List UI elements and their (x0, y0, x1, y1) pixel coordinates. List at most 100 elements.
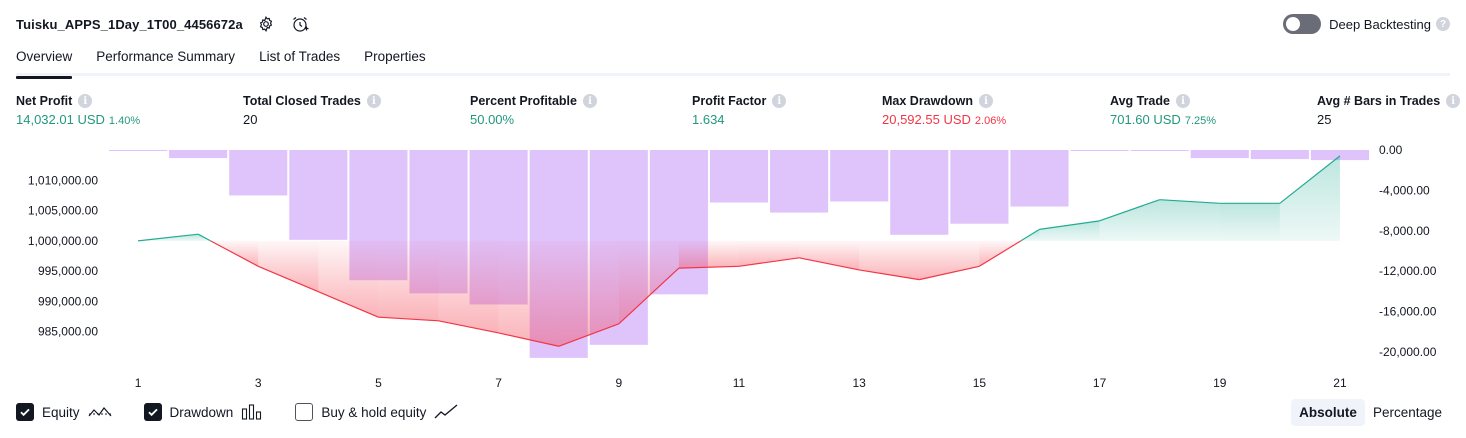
equity-line-segment (859, 269, 920, 281)
equity-line-segment (558, 323, 620, 347)
drawdown-bar (169, 150, 228, 159)
tab-performance-summary[interactable]: Performance Summary (96, 49, 236, 64)
stat-pct: 1.40% (108, 115, 141, 127)
right-axis-tick-label: -12,000.00 (1379, 264, 1437, 278)
equity-loss-area (210, 240, 259, 267)
equity-line-segment (618, 267, 680, 325)
equity-line-segment (258, 265, 319, 293)
x-axis-tick-label: 19 (1213, 376, 1227, 390)
left-axis-tick-label: 1,005,000.00 (28, 204, 98, 218)
equity-profit-area (1219, 203, 1280, 241)
legend-label: Equity (42, 404, 80, 420)
drawdown-bar (1190, 150, 1249, 159)
gear-icon[interactable] (257, 15, 275, 33)
equity-loss-area (739, 240, 800, 267)
equity-loss-area (859, 240, 920, 280)
stats-row: Net Profit i 14,032.01 USD 1.40% Total Clo… (0, 94, 1466, 134)
legend-buy-hold[interactable]: Buy & hold equity (295, 403, 458, 421)
mode-absolute-button[interactable]: Absolute (1291, 399, 1365, 426)
left-axis-tick-label: 1,000,000.00 (28, 234, 98, 248)
equity-line-segment (1099, 199, 1160, 222)
right-axis-tick-label: -20,000.00 (1379, 345, 1437, 359)
equity-loss-area (378, 240, 439, 321)
equity-line-segment (1039, 220, 1100, 230)
right-axis-tick-label: 0.00 (1379, 143, 1403, 157)
equity-line-segment (498, 332, 559, 347)
equity-profit-area (1159, 199, 1220, 241)
toggle-knob (1286, 17, 1301, 31)
equity-loss-area (438, 240, 499, 333)
alarm-clock-plus-icon[interactable] (291, 15, 309, 33)
drawdown-bar (709, 150, 769, 203)
x-axis-tick-label: 17 (1093, 376, 1107, 390)
stat-label: Max Drawdown (882, 94, 973, 108)
equity-line-segment (137, 233, 199, 242)
drawdown-bar (1310, 150, 1369, 161)
info-icon[interactable]: i (78, 94, 93, 108)
stat-value: 14,032.01 USD (16, 112, 105, 127)
info-icon[interactable]: i (366, 94, 381, 108)
stat-value: 20 (243, 112, 258, 127)
stat-value: 50.00% (470, 112, 515, 127)
checkbox-checked-icon[interactable] (143, 403, 162, 421)
equity-drawdown-chart[interactable]: 1,010,000.00 1,005,000.00 1,000,000.00 995,… (0, 140, 1466, 398)
left-axis-tick-label: 990,000.00 (38, 294, 98, 308)
checkbox-unchecked-icon[interactable] (295, 403, 314, 421)
legend-drawdown[interactable]: Drawdown (143, 403, 264, 421)
info-icon[interactable]: i (582, 94, 597, 108)
stat-value: 25 (1317, 112, 1332, 127)
x-axis-tick-label: 7 (495, 376, 502, 390)
x-axis-tick-label: 13 (853, 376, 867, 390)
stat-label: Avg Trade (1110, 94, 1170, 108)
deep-backtesting-toggle[interactable] (1283, 14, 1322, 34)
left-axis-tick-label: 985,000.00 (38, 325, 98, 339)
x-axis-tick-label: 1 (135, 376, 142, 390)
equity-loss-area (919, 240, 980, 280)
stat-avg-trade: Avg Trade i 701.60 USD 7.25% (1110, 94, 1216, 127)
tab-properties[interactable]: Properties (364, 49, 426, 64)
stat-avg-bars: Avg # Bars in Trades i 25 (1317, 94, 1461, 127)
equity-line-segment (210, 240, 259, 267)
legend: Equity Drawdown Buy & hold equity (16, 403, 490, 421)
equity-profit-area (1020, 229, 1040, 241)
drawdown-bar (950, 150, 1009, 224)
equity-line-segment (378, 316, 439, 322)
drawdown-bar (1010, 150, 1069, 207)
stat-pct: 2.06% (974, 115, 1007, 127)
info-icon[interactable]: i (979, 94, 993, 108)
tab-list-of-trades[interactable]: List of Trades (259, 49, 341, 64)
equity-loss-area (318, 240, 379, 318)
equity-line-segment (197, 233, 211, 242)
tab-bar: Overview Performance Summary List of Tra… (16, 46, 1450, 79)
mode-percentage-button[interactable]: Percentage (1372, 405, 1442, 420)
stat-percent-profitable: Percent Profitable i 50.00% (470, 94, 597, 127)
drawdown-bar (289, 150, 348, 240)
equity-profit-area (1039, 220, 1100, 241)
equity-line-segment (1159, 199, 1220, 204)
x-axis-tick-label: 15 (973, 376, 987, 390)
info-icon[interactable]: i (1446, 94, 1461, 108)
equity-line-segment (1020, 228, 1040, 242)
legend-label: Drawdown (169, 404, 234, 420)
right-axis-tick-label: -8,000.00 (1379, 224, 1430, 238)
drawdown-bar (229, 150, 288, 196)
info-icon[interactable]: i (1175, 94, 1190, 108)
equity-line-segment (919, 265, 980, 281)
drawdown-bar (830, 150, 889, 202)
equity-line-icon (88, 404, 112, 420)
x-axis-tick-label: 5 (375, 376, 382, 390)
stat-value: 20,592.55 USD (882, 112, 971, 127)
right-axis-tick-label: -4,000.00 (1379, 183, 1430, 197)
info-icon[interactable]: i (772, 94, 787, 108)
equity-loss-area (618, 240, 679, 324)
legend-equity[interactable]: Equity (16, 403, 112, 421)
equity-loss-area (799, 240, 860, 270)
equity-line-segment (738, 257, 800, 267)
equity-line-segment (1279, 155, 1341, 204)
help-icon[interactable]: ? (1436, 17, 1450, 31)
equity-line-segment (798, 257, 860, 271)
equity-line-segment (678, 265, 740, 269)
checkbox-checked-icon[interactable] (16, 403, 34, 421)
tab-overview[interactable]: Overview (16, 46, 73, 79)
drawdown-bar (770, 150, 829, 213)
